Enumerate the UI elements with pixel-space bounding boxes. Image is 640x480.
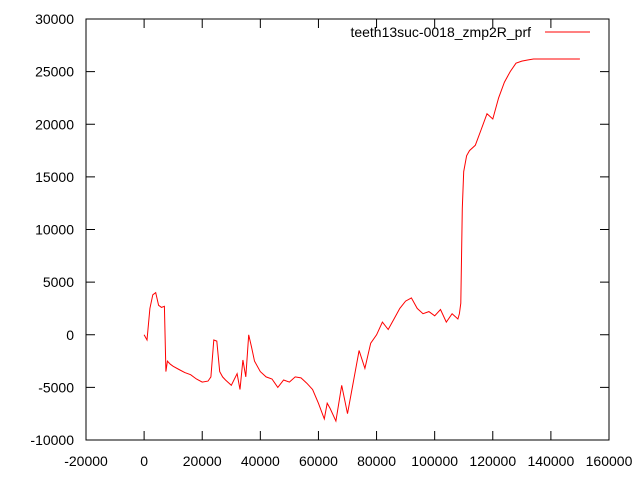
x-tick-label: 40000 — [241, 453, 280, 469]
x-tick-label: 60000 — [299, 453, 338, 469]
x-tick-label: 100000 — [411, 453, 458, 469]
x-tick-label: 20000 — [183, 453, 222, 469]
x-tick-label: 160000 — [586, 453, 633, 469]
y-tick-label: 10000 — [35, 222, 74, 238]
y-tick-label: 30000 — [35, 11, 74, 27]
y-tick-label: 25000 — [35, 64, 74, 80]
x-tick-label: 80000 — [357, 453, 396, 469]
y-tick-label: -10000 — [30, 432, 74, 448]
legend-label: teeth13suc-0018_zmp2R_prf — [350, 24, 531, 40]
x-tick-label: -20000 — [64, 453, 108, 469]
x-tick-label: 140000 — [528, 453, 575, 469]
y-tick-label: 5000 — [43, 274, 74, 290]
y-tick-label: -5000 — [38, 379, 74, 395]
y-tick-label: 20000 — [35, 116, 74, 132]
x-tick-label: 120000 — [469, 453, 516, 469]
legend: teeth13suc-0018_zmp2R_prf — [350, 24, 590, 40]
plot-area — [143, 58, 580, 423]
y-tick-label: 15000 — [35, 169, 74, 185]
plot-frame — [85, 18, 610, 441]
series-line — [143, 58, 580, 423]
y-tick-label: 0 — [66, 327, 74, 343]
axis-ticks: -10000 -5000 0 5000 10000 15000 20000 25000 3000… — [30, 11, 632, 469]
x-tick-label: 0 — [140, 453, 148, 469]
